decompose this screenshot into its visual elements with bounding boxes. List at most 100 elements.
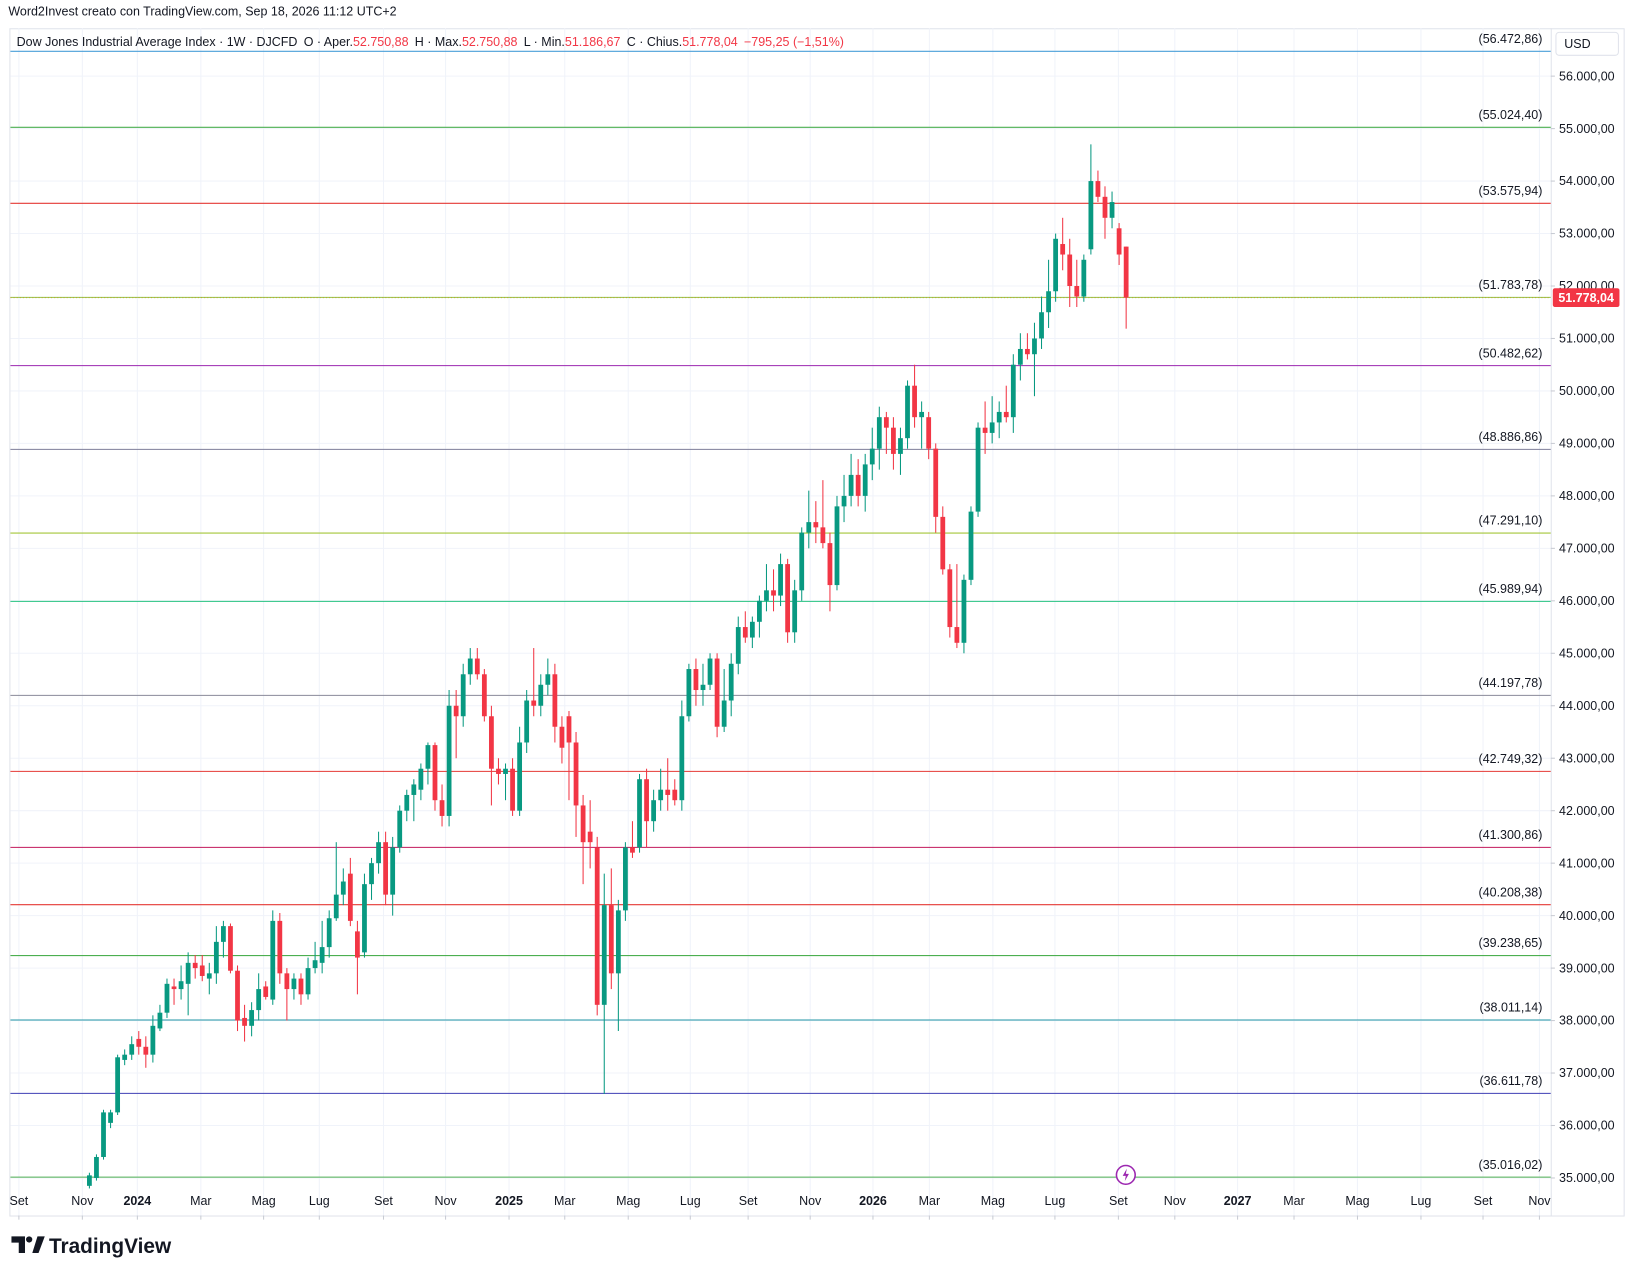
candle-body (686, 669, 692, 717)
candle-body (524, 700, 530, 743)
candle-body (418, 768, 424, 790)
candle-body (1053, 238, 1059, 292)
level-label: (44.197,78) (1479, 676, 1543, 690)
candle-body (834, 506, 840, 586)
x-tick-label: Lug (1044, 1194, 1065, 1208)
level-label: (47.291,10) (1479, 514, 1543, 528)
candle-body (721, 700, 727, 727)
candle-body (954, 627, 960, 643)
candle-body (728, 663, 734, 701)
candle-body (347, 873, 353, 921)
candle-body (192, 962, 198, 969)
candle-body (947, 569, 953, 628)
candle-body (411, 784, 417, 795)
legend-item-label: O · Aper. (304, 35, 353, 49)
level-label: (36.611,78) (1479, 1074, 1542, 1088)
candle-body (453, 705, 459, 717)
grid (10, 28, 1551, 1216)
candle-body (637, 779, 642, 848)
candle-body (1081, 259, 1087, 297)
frame (9, 28, 1625, 1217)
candle-body (404, 794, 410, 811)
candle-body (467, 658, 473, 675)
candle-body (474, 658, 480, 675)
candle-body (270, 920, 276, 1000)
x-tick-label: Mar (554, 1194, 576, 1208)
candle-body (566, 716, 572, 743)
brand: TradingView (49, 1235, 172, 1258)
candle-body (862, 464, 868, 496)
y-tick-label: 48.000,00 (1559, 489, 1615, 503)
candle-body (665, 789, 671, 795)
candle-body (876, 417, 882, 449)
candle-body (228, 926, 233, 971)
candle-body (764, 590, 769, 601)
candle-body (757, 600, 762, 622)
candle-body (108, 1112, 113, 1123)
legend-item-label: C · Chius. (627, 35, 683, 49)
candle-body (171, 986, 177, 990)
candle-body (848, 474, 854, 496)
candle-body (284, 973, 290, 990)
currency-box[interactable] (1555, 31, 1619, 56)
y-tick-label: 40.000,00 (1559, 909, 1615, 923)
candle-body (813, 522, 819, 528)
candle-body (975, 427, 981, 512)
x-tick-label: Set (374, 1194, 393, 1208)
candle-body (164, 983, 170, 1013)
candle-body (1102, 196, 1108, 218)
candle-body (799, 532, 805, 591)
legend-item-value: 51.186,67 (565, 35, 621, 49)
candle-body (298, 978, 304, 995)
candle-body (961, 579, 967, 643)
candle-body (503, 768, 508, 774)
candle-body (778, 564, 783, 596)
candle-body (608, 905, 614, 974)
candle-body (1017, 348, 1023, 365)
candle-body (369, 863, 374, 885)
candle-body (432, 745, 438, 801)
legend-item-label: H · Max. (415, 35, 462, 49)
candle-body (439, 800, 445, 816)
candle-body (792, 590, 798, 633)
candle-body (869, 448, 875, 465)
candle-body (573, 742, 579, 806)
x-tick-label: 2026 (859, 1194, 887, 1208)
candle-body (136, 1038, 142, 1047)
level-label: (48.886,86) (1479, 430, 1543, 444)
candle-body (587, 831, 593, 843)
candle-body (206, 973, 212, 979)
x-tick-label: Mar (190, 1194, 212, 1208)
legend-item-value: 51.778,04 (682, 35, 738, 49)
candle-body (326, 918, 332, 948)
x-tick-label: Set (739, 1194, 758, 1208)
candle-body (425, 745, 431, 769)
legend: Dow Jones Industrial Average Index · 1W … (17, 35, 844, 49)
candle-body (115, 1057, 121, 1113)
candles (87, 144, 1129, 1189)
candle-body (594, 847, 600, 1005)
y-tick-label: 46.000,00 (1559, 594, 1615, 608)
candle-body (94, 1156, 99, 1178)
y-tick-label: 54.000,00 (1559, 174, 1615, 188)
x-tick-label: Lug (680, 1194, 701, 1208)
y-tick-label: 36.000,00 (1559, 1119, 1615, 1133)
level-label: (50.482,62) (1479, 346, 1543, 360)
candle-body (982, 427, 988, 433)
candle-body (496, 768, 501, 774)
y-tick-label: 47.000,00 (1559, 542, 1615, 556)
candle-body (827, 543, 833, 586)
candle-body (771, 590, 776, 596)
candle-body (383, 842, 389, 895)
credit: Word2Invest creato con TradingView.com, … (8, 5, 396, 19)
candle-body (559, 726, 565, 748)
level-label: (56.472,86) (1479, 32, 1543, 46)
legend-change: −795,25 (−1,51%) (744, 35, 844, 49)
candle-body (319, 947, 325, 963)
candle-body (362, 884, 367, 953)
candle-body (545, 674, 551, 685)
legend-item-value: 52.750,88 (353, 35, 409, 49)
candle-body (1116, 228, 1122, 255)
